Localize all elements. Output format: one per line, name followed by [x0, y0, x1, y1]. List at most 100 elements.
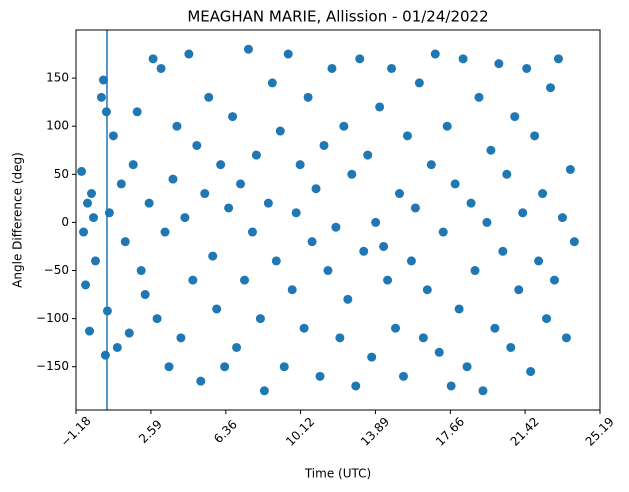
- point: [327, 63, 337, 73]
- point: [79, 227, 89, 237]
- point: [311, 184, 321, 194]
- point: [232, 342, 242, 352]
- point: [450, 179, 460, 189]
- point: [243, 44, 253, 54]
- x-tick-label: 25.19: [583, 415, 617, 449]
- point: [355, 54, 365, 64]
- point: [120, 237, 130, 247]
- point: [379, 241, 389, 251]
- point: [196, 376, 206, 386]
- x-tick-label: 2.59: [136, 417, 165, 446]
- point: [549, 275, 559, 285]
- point: [228, 112, 238, 122]
- point: [172, 121, 182, 131]
- point: [331, 222, 341, 232]
- point: [391, 323, 401, 333]
- point: [553, 54, 563, 64]
- point: [482, 217, 492, 227]
- point: [291, 208, 301, 218]
- point: [367, 352, 377, 362]
- point: [287, 285, 297, 295]
- point: [96, 92, 106, 102]
- point: [522, 63, 532, 73]
- point: [200, 189, 210, 199]
- point: [112, 342, 122, 352]
- point: [438, 227, 448, 237]
- y-tick-label: 0: [61, 215, 69, 229]
- point: [180, 213, 190, 223]
- point: [283, 49, 293, 59]
- point: [466, 198, 476, 208]
- point: [160, 227, 170, 237]
- x-tick-label: 21.42: [508, 415, 542, 449]
- point: [184, 49, 194, 59]
- point: [271, 256, 281, 266]
- point: [494, 59, 504, 69]
- point: [100, 350, 110, 360]
- point: [343, 294, 353, 304]
- point: [86, 189, 96, 199]
- point: [152, 314, 162, 324]
- y-tick-label: −150: [36, 359, 69, 373]
- point: [108, 131, 118, 141]
- point: [426, 160, 436, 170]
- point: [406, 256, 416, 266]
- point: [208, 251, 218, 261]
- point: [351, 381, 361, 391]
- point: [375, 102, 385, 112]
- x-tick-label: 13.89: [358, 415, 392, 449]
- plot-frame: [75, 29, 601, 411]
- point: [104, 208, 114, 218]
- chart-title: MEAGHAN MARIE, Allission - 01/24/2022: [187, 8, 488, 26]
- point: [275, 126, 285, 136]
- point: [263, 198, 273, 208]
- point: [81, 280, 91, 290]
- point: [434, 347, 444, 357]
- point: [124, 328, 134, 338]
- point: [510, 112, 520, 122]
- point: [474, 92, 484, 102]
- point: [307, 237, 317, 247]
- point: [164, 362, 174, 372]
- point: [88, 213, 98, 223]
- point: [486, 145, 496, 155]
- point: [85, 326, 95, 336]
- point: [176, 333, 186, 343]
- point: [347, 169, 357, 179]
- y-tick-label: 150: [46, 71, 69, 85]
- point: [446, 381, 456, 391]
- point: [83, 198, 93, 208]
- x-axis-label: Time (UTC): [304, 467, 371, 481]
- point: [255, 314, 265, 324]
- x-tick-label: 10.12: [283, 415, 317, 449]
- point: [240, 275, 250, 285]
- point: [538, 189, 548, 199]
- point: [128, 160, 138, 170]
- y-axis-label: Angle Difference (deg): [11, 152, 25, 288]
- point: [546, 83, 556, 93]
- point: [502, 169, 512, 179]
- point: [98, 75, 108, 85]
- point: [168, 174, 178, 184]
- point: [359, 246, 369, 256]
- point: [335, 333, 345, 343]
- x-tick-label: 6.36: [211, 417, 240, 446]
- y-tick-label: −50: [44, 263, 69, 277]
- point: [339, 121, 349, 131]
- point: [136, 266, 146, 276]
- point: [398, 371, 408, 381]
- point: [116, 179, 126, 189]
- point: [442, 121, 452, 131]
- point: [224, 203, 234, 213]
- point: [140, 290, 150, 300]
- point: [299, 323, 309, 333]
- point: [414, 78, 424, 88]
- y-tick-label: −100: [36, 311, 69, 325]
- point: [279, 362, 289, 372]
- point: [247, 227, 257, 237]
- point: [204, 92, 214, 102]
- point: [454, 304, 464, 314]
- point: [526, 367, 536, 377]
- point: [363, 150, 373, 160]
- point: [506, 342, 516, 352]
